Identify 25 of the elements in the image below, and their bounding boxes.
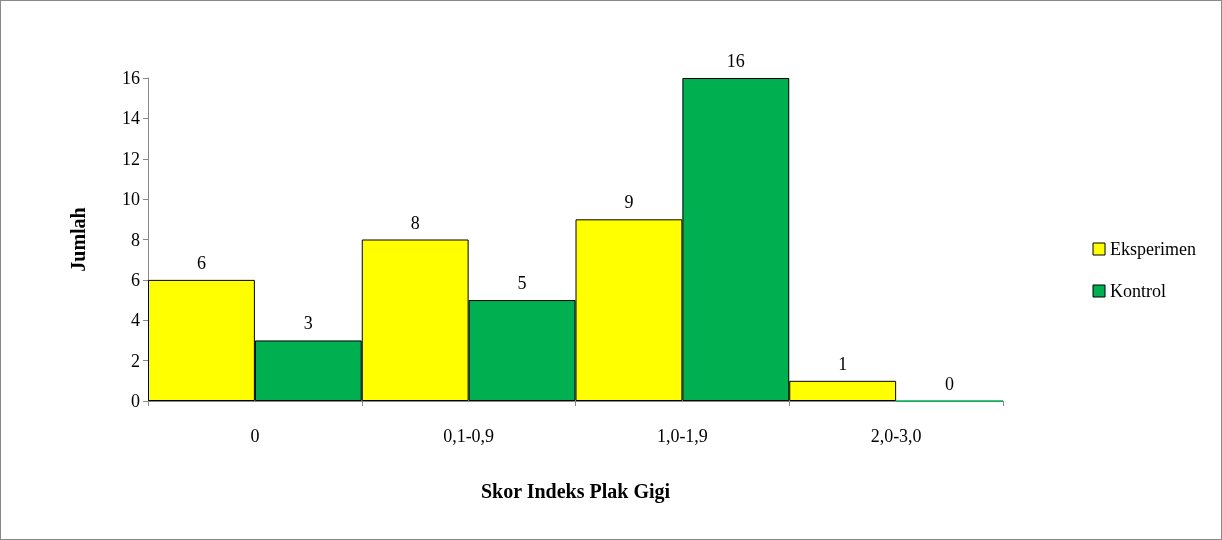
y-axis-title: Jumlah (67, 207, 89, 272)
x-tick-label: 0,1-0,9 (443, 426, 495, 446)
y-tick-label: 0 (131, 391, 140, 411)
y-tick-label: 16 (122, 68, 140, 88)
legend-label: Eksperimen (1110, 239, 1197, 259)
y-tick-label: 6 (131, 269, 140, 290)
data-label: 1 (838, 353, 848, 374)
y-tick-label: 4 (131, 310, 140, 331)
y-tick-label: 12 (122, 148, 140, 169)
data-label: 0 (945, 373, 955, 394)
x-tick-label: 2,0-3,0 (870, 426, 922, 446)
data-label: 5 (517, 273, 527, 294)
legend-label: Kontrol (1110, 281, 1167, 301)
y-tick-label: 10 (122, 189, 140, 210)
x-axis-title: Skor Indeks Plak Gigi (480, 480, 671, 503)
x-tick-label: 0 (250, 426, 260, 446)
data-label: 3 (303, 313, 313, 334)
data-label: 9 (624, 192, 634, 213)
x-tick-label: 1,0-1,9 (656, 426, 708, 446)
data-label: 8 (410, 212, 420, 233)
y-tick-label: 8 (131, 229, 140, 250)
data-label: 16 (726, 51, 745, 71)
y-tick-label: 2 (131, 350, 140, 371)
y-tick-label: 14 (122, 108, 140, 129)
data-label: 6 (196, 252, 206, 273)
